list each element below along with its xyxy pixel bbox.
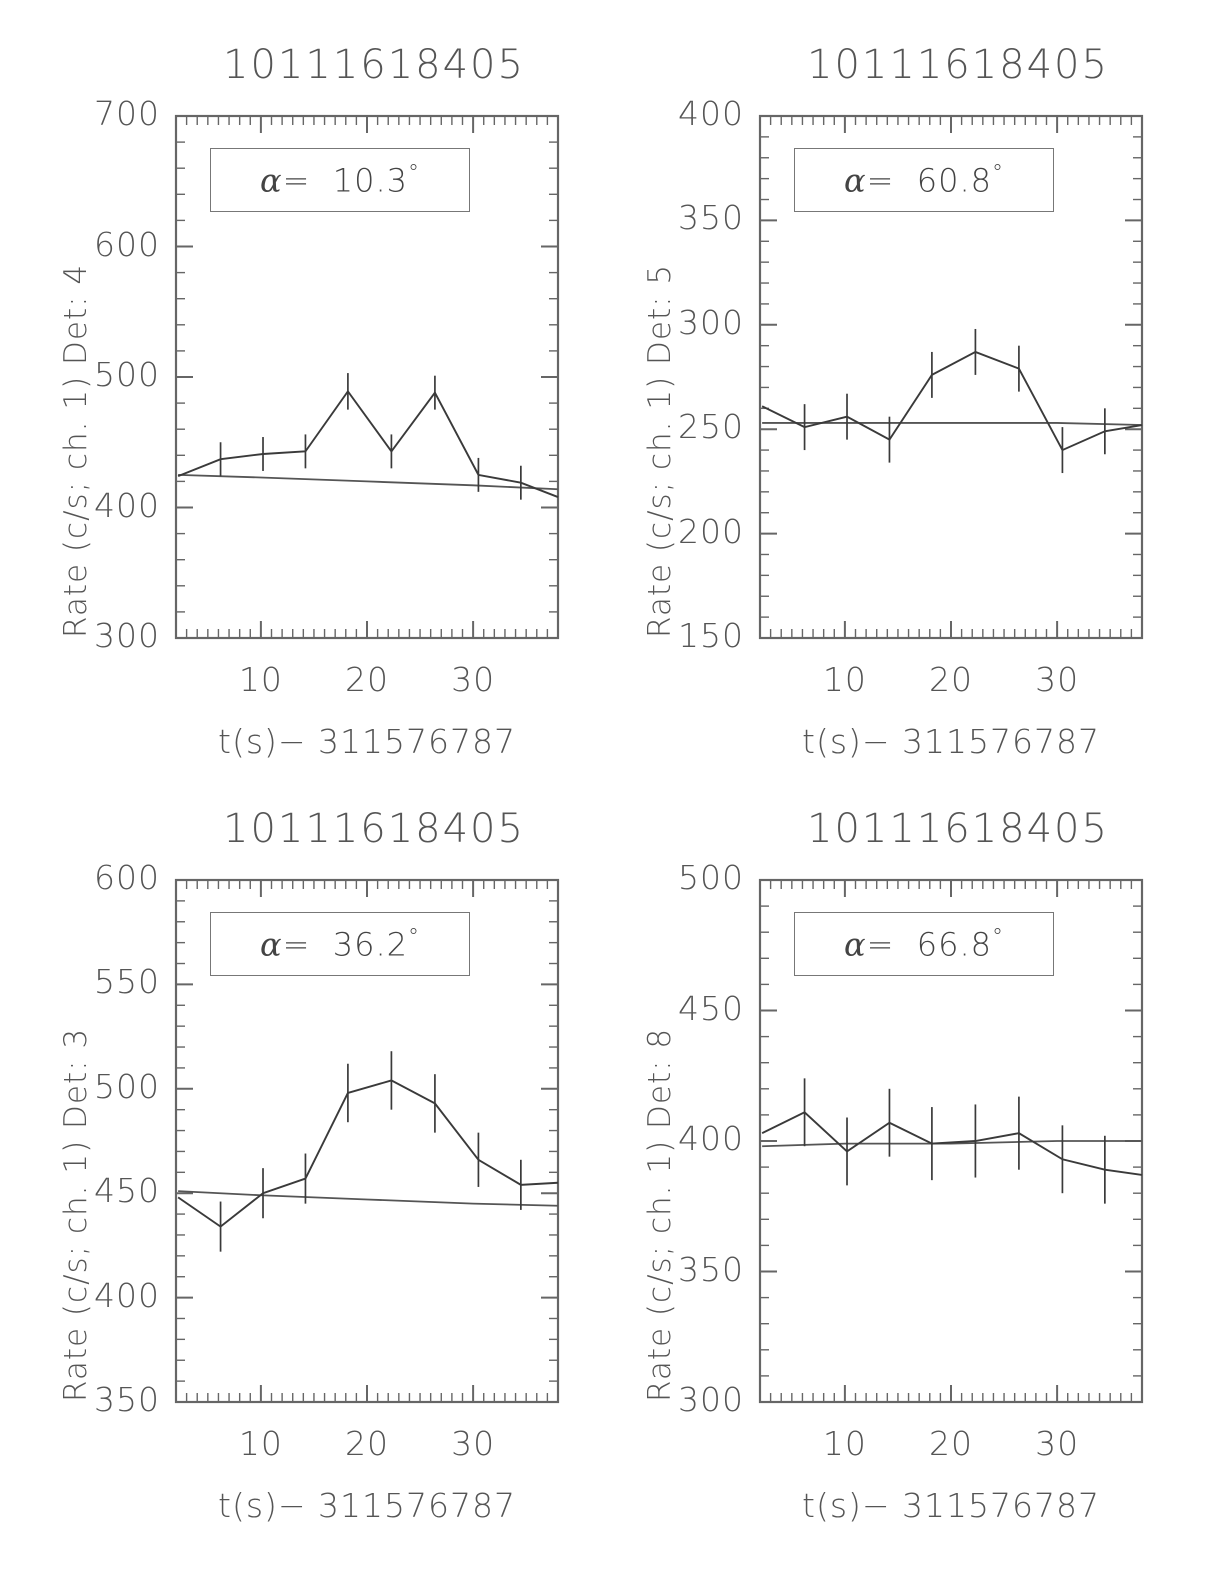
x-axis-label: t(s)− 311576787 (218, 1486, 516, 1525)
y-axis-label: Rate (c/s; ch. 1) Det: 4 (58, 263, 94, 638)
y-tick-label: 500 (94, 355, 160, 394)
x-tick-label: 30 (1035, 660, 1080, 699)
y-tick-label: 400 (94, 1275, 160, 1315)
y-tick-label: 400 (94, 485, 160, 525)
rate-curve (177, 389, 559, 498)
panel-title: 10111618405 (223, 806, 525, 852)
y-tick-label: 250 (678, 407, 744, 447)
x-tick-label: 10 (822, 660, 867, 699)
y-tick-label: 500 (94, 1066, 160, 1106)
x-tick-label: 20 (929, 1424, 973, 1463)
background-fit-line (178, 1190, 559, 1207)
alpha-annotation-box: α= 36.2° (210, 912, 470, 976)
alpha-annotation-box: α= 10.3° (210, 148, 470, 212)
rate-curve (761, 1111, 1143, 1176)
panel-title: 10111618405 (807, 42, 1109, 88)
alpha-annotation-box: α= 60.8° (794, 148, 1054, 212)
x-tick-label: 10 (822, 1424, 867, 1463)
background-fit-line (762, 1140, 1142, 1148)
rate-curve (761, 350, 1143, 452)
x-tick-label: 20 (345, 660, 389, 699)
y-tick-label: 400 (678, 1119, 744, 1158)
x-tick-label: 30 (451, 660, 496, 699)
x-axis-label: t(s)− 311576787 (802, 1486, 1100, 1525)
y-tick-label: 550 (94, 962, 160, 1002)
y-tick-label: 350 (678, 1249, 744, 1289)
y-tick-label: 600 (94, 224, 160, 264)
y-tick-label: 300 (678, 1380, 744, 1419)
y-tick-label: 500 (678, 858, 744, 897)
x-axis-label: t(s)− 311576787 (802, 722, 1100, 761)
panel-title: 10111618405 (807, 806, 1109, 852)
x-tick-label: 30 (451, 1424, 496, 1463)
y-tick-label: 350 (678, 198, 744, 238)
rate-curve (177, 1079, 559, 1228)
panel-title: 10111618405 (223, 42, 525, 88)
alpha-annotation-text: α= 36.2° (259, 924, 420, 964)
y-tick-label: 350 (94, 1380, 160, 1419)
y-tick-label: 700 (94, 94, 160, 133)
y-tick-label: 600 (94, 858, 160, 897)
y-tick-label: 150 (678, 616, 744, 655)
y-tick-label: 450 (678, 988, 744, 1028)
alpha-annotation-text: α= 60.8° (843, 160, 1004, 200)
background-fit-line (762, 422, 1143, 426)
alpha-annotation-text: α= 66.8° (843, 924, 1004, 964)
x-tick-label: 20 (929, 660, 973, 699)
x-tick-label: 30 (1035, 1424, 1080, 1463)
y-tick-label: 300 (94, 616, 160, 655)
x-tick-label: 20 (345, 1424, 389, 1463)
x-tick-label: 10 (238, 1424, 283, 1463)
y-tick-label: 200 (678, 511, 744, 551)
y-axis-label: Rate (c/s; ch. 1) Det: 8 (642, 1027, 678, 1402)
y-tick-label: 450 (94, 1171, 160, 1211)
alpha-annotation-text: α= 10.3° (259, 160, 420, 200)
alpha-annotation-box: α= 66.8° (794, 912, 1054, 976)
x-axis-label: t(s)− 311576787 (218, 722, 516, 761)
background-fit-line (178, 473, 559, 491)
y-tick-label: 400 (678, 94, 744, 133)
y-tick-label: 300 (678, 302, 744, 342)
x-tick-label: 10 (238, 660, 283, 699)
